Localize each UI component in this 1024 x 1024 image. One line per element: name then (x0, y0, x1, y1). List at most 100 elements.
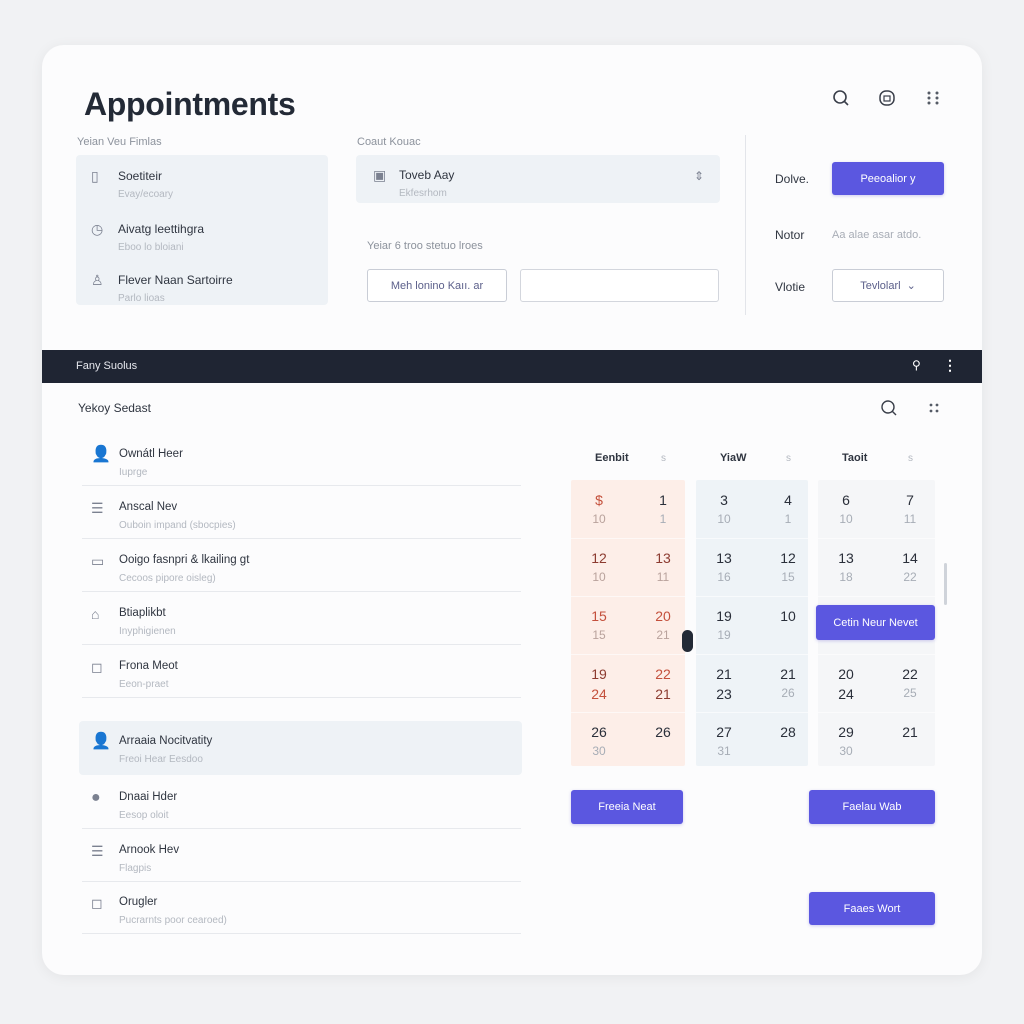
day-sub-number: 22 (903, 570, 917, 584)
list-item-title[interactable]: Orugler (119, 896, 158, 908)
day-number[interactable]: 21 (780, 666, 796, 682)
document-icon: ☰ (91, 843, 104, 859)
day-sub-number: 31 (717, 744, 731, 758)
status-select[interactable]: Tevlolarl ⌄ (832, 269, 944, 302)
column-header[interactable]: Taoit (842, 452, 868, 464)
grid-icon[interactable] (928, 402, 940, 414)
grid-icon[interactable] (926, 90, 940, 106)
column-header-mark: s (786, 453, 791, 464)
day-number[interactable]: 21 (716, 666, 732, 682)
day-number[interactable]: 20 (838, 666, 854, 682)
list-item-title[interactable]: Ooigo fasnpri & lkailing gt (119, 554, 250, 566)
list-item-selected[interactable] (79, 721, 522, 775)
row-divider (696, 712, 808, 713)
day-number[interactable]: 10 (780, 608, 796, 624)
day-number[interactable]: 28 (780, 724, 796, 740)
search-icon[interactable] (880, 399, 898, 417)
monitor-icon: ▭ (91, 553, 105, 569)
day-number[interactable]: 13 (838, 550, 854, 566)
day-number[interactable]: 19 (716, 608, 732, 624)
list-item-title[interactable]: Anscal Nev (119, 501, 178, 513)
status-select-value: Tevlolarl (860, 279, 901, 292)
column-header[interactable]: Eenbit (595, 452, 629, 464)
row-divider (571, 712, 685, 713)
user-icon: 👤 (91, 446, 111, 463)
list-divider (82, 697, 521, 698)
day-number[interactable]: 21 (902, 724, 918, 740)
lock-icon[interactable] (878, 89, 896, 107)
day-number[interactable]: 13 (655, 550, 671, 566)
row3-label: Vlotie (775, 280, 806, 294)
list-item-sub: Iuprge (119, 467, 148, 478)
date-selector-title: Toveb Aay (399, 168, 455, 182)
day-sub-number: 10 (839, 512, 853, 526)
list-item-title[interactable]: Ownátl Heer (119, 448, 183, 460)
day-number[interactable]: 3 (720, 492, 728, 508)
day-sub-number: 11 (656, 570, 670, 584)
day-number[interactable]: 22 (655, 666, 671, 682)
list-item-title[interactable]: Arraaia Nocitvatity (119, 735, 213, 747)
day-sub-number: 15 (592, 628, 606, 642)
day-number[interactable]: 14 (902, 550, 918, 566)
chat-icon: ◻ (91, 659, 103, 675)
day-number[interactable]: 27 (716, 724, 732, 740)
row-divider (696, 654, 808, 655)
day-number[interactable]: 7 (906, 492, 914, 508)
hint-text: Yeiar 6 troo stetuo lroes (367, 240, 483, 252)
day-sub-number: 30 (592, 744, 606, 758)
day-sub-number: 18 (839, 570, 853, 584)
list-item-sub: Freoi Hear Eesdoo (119, 754, 203, 765)
day-number[interactable]: 12 (591, 550, 607, 566)
row-divider (571, 538, 685, 539)
list-item-title[interactable]: Frona Meot (119, 660, 178, 672)
list-divider (82, 485, 521, 486)
day-sub-number: 19 (717, 628, 731, 642)
day-number[interactable]: 6 (842, 492, 850, 508)
day-number[interactable]: $ (595, 492, 603, 508)
day-number[interactable]: 19 (591, 666, 607, 682)
drag-handle[interactable] (682, 630, 693, 652)
day-number[interactable]: 29 (838, 724, 854, 740)
primary-button[interactable]: Peeoalior y (832, 162, 944, 195)
column-header[interactable]: YiaW (720, 452, 747, 464)
day-number[interactable]: 4 (784, 492, 792, 508)
event-button[interactable]: Cetin Neur Nevet (816, 605, 935, 640)
row-divider (818, 596, 935, 597)
day-sub-number: 1 (659, 512, 667, 526)
user-icon: 👤 (91, 733, 111, 750)
list-divider (82, 828, 521, 829)
day-number[interactable]: 26 (591, 724, 607, 740)
list-item-title[interactable]: Arnook Hev (119, 844, 180, 856)
day-sub-number: 21 (656, 628, 670, 642)
date-selector[interactable] (356, 155, 720, 203)
day-number[interactable]: 1 (659, 492, 667, 508)
scrollbar[interactable] (944, 563, 947, 605)
day-number[interactable]: 12 (780, 550, 796, 566)
text-input[interactable] (520, 269, 719, 302)
calendar-column (696, 480, 808, 766)
day-number[interactable]: 20 (655, 608, 671, 624)
left-item-title[interactable]: Flever Naan Sartoirre (118, 273, 233, 287)
list-item-title[interactable]: Btiaplikbt (119, 607, 166, 619)
day-number[interactable]: 13 (716, 550, 732, 566)
day-sub-number: 16 (717, 570, 731, 584)
action-button-1[interactable]: Freeia Neat (571, 790, 683, 824)
sort-icon[interactable]: ⇕ (694, 169, 705, 183)
outline-button[interactable]: Meh lonino Kaıı. ar (367, 269, 507, 302)
day-number[interactable]: 26 (655, 724, 671, 740)
calendar-column (571, 480, 685, 766)
person-icon[interactable]: ⚲ (912, 358, 921, 372)
search-icon[interactable] (832, 89, 850, 107)
day-number[interactable]: 22 (902, 666, 918, 682)
list-item-title[interactable]: Dnaai Hder (119, 791, 178, 803)
row-divider (696, 596, 808, 597)
day-sub-number: 23 (716, 686, 732, 702)
day-number[interactable]: 15 (591, 608, 607, 624)
action-button-3[interactable]: Faaes Wort (809, 892, 935, 925)
left-item-title[interactable]: Soetiteir (118, 169, 163, 183)
kebab-menu-icon[interactable]: ⋮ (943, 357, 957, 373)
list-item-sub: Ouboin impand (sbocpies) (119, 520, 236, 531)
action-button-2[interactable]: Faelau Wab (809, 790, 935, 824)
left-item-title[interactable]: Aivatg leettihgra (118, 222, 205, 236)
clock-icon: ◷ (91, 221, 104, 237)
